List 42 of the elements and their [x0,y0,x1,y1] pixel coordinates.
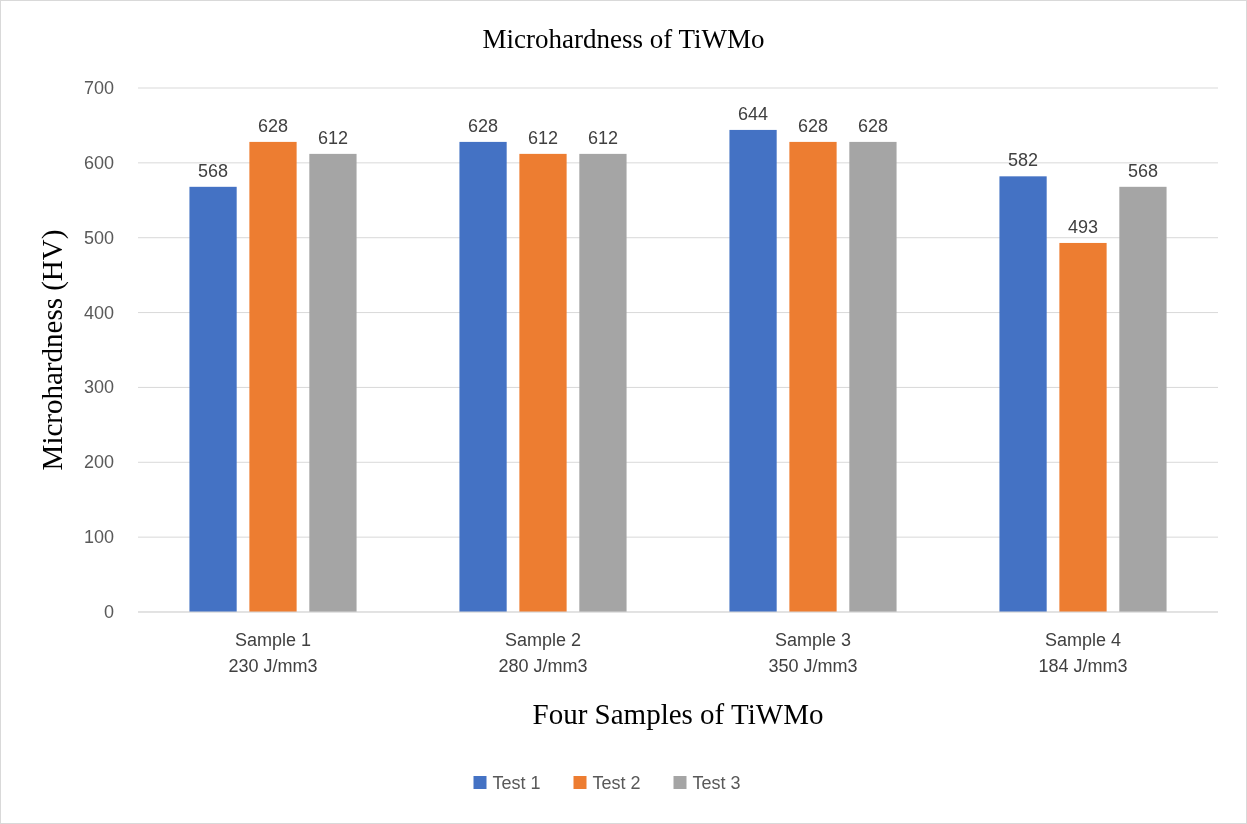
bar [849,141,897,612]
data-label: 493 [1067,216,1099,237]
data-label: 628 [257,115,289,136]
bar [189,186,237,612]
data-label: 568 [198,160,229,181]
y-tick-label: 600 [83,152,114,173]
y-tick-label: 300 [83,377,114,398]
y-axis-title: Microhardness (HV) [36,229,69,471]
data-label: 582 [1008,150,1039,171]
data-label: 612 [587,127,618,148]
data-label: 628 [857,115,888,136]
bar [789,141,837,612]
chart-title: Microhardness of TiWMo [482,24,765,54]
bar [579,153,627,612]
x-tick-label: Sample 2 280 J/mm3 [498,630,588,676]
bar [1119,186,1167,612]
bar [249,141,297,612]
x-tick-label: Sample 4 184 J/mm3 [1038,630,1128,676]
y-tick-label: 0 [103,602,114,622]
bar [729,129,777,612]
bar [519,153,567,612]
y-tick-label: 500 [83,227,114,248]
x-tick-label: Sample 3 350 J/mm3 [768,630,858,676]
bar [1059,242,1107,612]
y-tick-label: 700 [83,78,114,98]
x-axis-title: Four Samples of TiWMo [532,698,824,730]
y-tick-label: 100 [83,527,114,548]
y-tick-label: 200 [83,452,114,473]
legend-label: Test 2 [592,773,641,793]
bar [459,141,507,612]
x-tick-label: Sample 1 230 J/mm3 [228,630,318,676]
legend-label: Test 3 [692,773,741,793]
legend-label: Test 1 [492,773,541,793]
bar [309,153,357,612]
data-label: 568 [1127,160,1158,181]
data-label: 612 [317,127,348,148]
y-tick-label: 400 [83,302,114,323]
data-label: 644 [738,103,769,124]
bar [999,176,1047,612]
data-label: 628 [797,115,829,136]
data-label: 628 [468,115,499,136]
data-label: 612 [527,127,559,148]
